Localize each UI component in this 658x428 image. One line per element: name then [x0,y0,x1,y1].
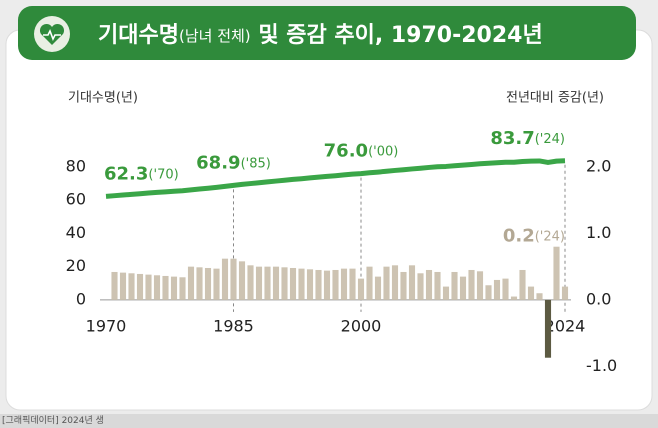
bar [281,267,288,300]
bar [357,278,365,300]
y-tick-label: 0 [76,289,86,308]
bar [349,268,356,300]
bar [400,271,407,300]
bar [383,266,390,300]
annotation-value: 83.7 [490,128,534,149]
y2-tick-label: 1.0 [586,223,611,242]
card [5,29,653,411]
bar [408,265,416,300]
bar [553,246,560,300]
annotation: 68.9('85) [196,152,271,173]
bar [510,296,518,300]
bar [272,266,280,300]
chart-title: 기대수명(남녀 전체) 및 증감 추이, 1970-2024년 [98,23,543,48]
title-part: 기대수명 [98,23,179,48]
bar [230,258,237,300]
x-tick-label: 2024 [545,316,586,335]
annotation-value: 68.9 [196,152,240,173]
bar [451,271,458,300]
y-tick-label: 80 [66,156,86,175]
pulse-icon [43,29,61,41]
y-tick-label: 40 [66,223,86,242]
bar [493,279,501,300]
bar [221,258,229,300]
bar [366,266,373,300]
x-tick-label: 1985 [213,316,254,335]
y2-axis-label: 전년대비 증감(년) [506,91,604,106]
bar [128,273,135,300]
bar [196,267,203,300]
bar [187,266,195,300]
y2-tick-label: 0.0 [586,289,611,308]
bar [162,275,169,300]
annotation: 62.3('70) [104,163,179,184]
bar [459,276,467,300]
y-tick-label: 60 [66,190,86,209]
bar [153,275,161,300]
y-tick-label: 20 [66,256,86,275]
bar [332,269,339,300]
annotation-suffix: ('24) [535,131,565,146]
bar [119,272,127,300]
annotation: 0.2('24) [503,226,565,247]
chart: 기대수명(남녀 전체) 및 증감 추이, 1970-2024년 기대수명(년) … [5,6,653,411]
annotation-suffix: ('85) [241,156,271,171]
bar [502,278,509,300]
line [105,158,566,199]
bar [111,271,118,300]
footer-text: [그래픽데이터] 2024년 생 [0,414,658,428]
bar [179,277,186,300]
title-part: 및 증감 추이, 1970-2024년 [251,23,543,48]
bar [476,271,484,300]
annotation-suffix: ('70) [148,167,178,182]
annotation: 83.7('24) [490,128,565,149]
y-axis-label: 기대수명(년) [68,91,138,106]
bar [374,276,382,300]
bar [145,274,152,300]
bar [391,265,399,300]
annotation-value: 0.2 [503,226,535,247]
bar [442,286,450,300]
bar [247,265,254,300]
x-tick-label: 1970 [86,316,127,335]
annotation-suffix: ('00) [368,144,398,159]
bar [485,285,492,300]
bar [527,286,535,300]
bar [544,299,552,358]
bar [468,269,475,300]
bar [298,268,305,300]
title-banner [18,6,636,60]
annotation-value: 76.0 [324,141,368,162]
bar [425,269,433,300]
title-part: (남녀 전체) [179,27,251,45]
annotation-suffix: ('24) [535,229,565,244]
y2-tick-label: -1.0 [586,356,617,375]
bar [536,293,543,300]
y2-tick-label: 2.0 [586,156,611,175]
bar [238,261,246,300]
bar [340,268,348,300]
x-tick-label: 2000 [341,316,382,335]
bar [289,267,297,300]
bar [434,271,441,300]
bar [323,270,331,300]
bar [213,268,220,300]
bar [561,286,569,300]
bar [255,266,263,300]
bar [204,267,212,300]
bar [519,269,526,300]
bar [417,273,424,300]
bar [136,273,144,300]
bar [306,269,314,300]
annotation: 76.0('00) [324,141,399,162]
annotation-value: 62.3 [104,163,148,184]
bar [315,269,322,300]
bar [170,276,178,300]
bar [264,266,271,300]
